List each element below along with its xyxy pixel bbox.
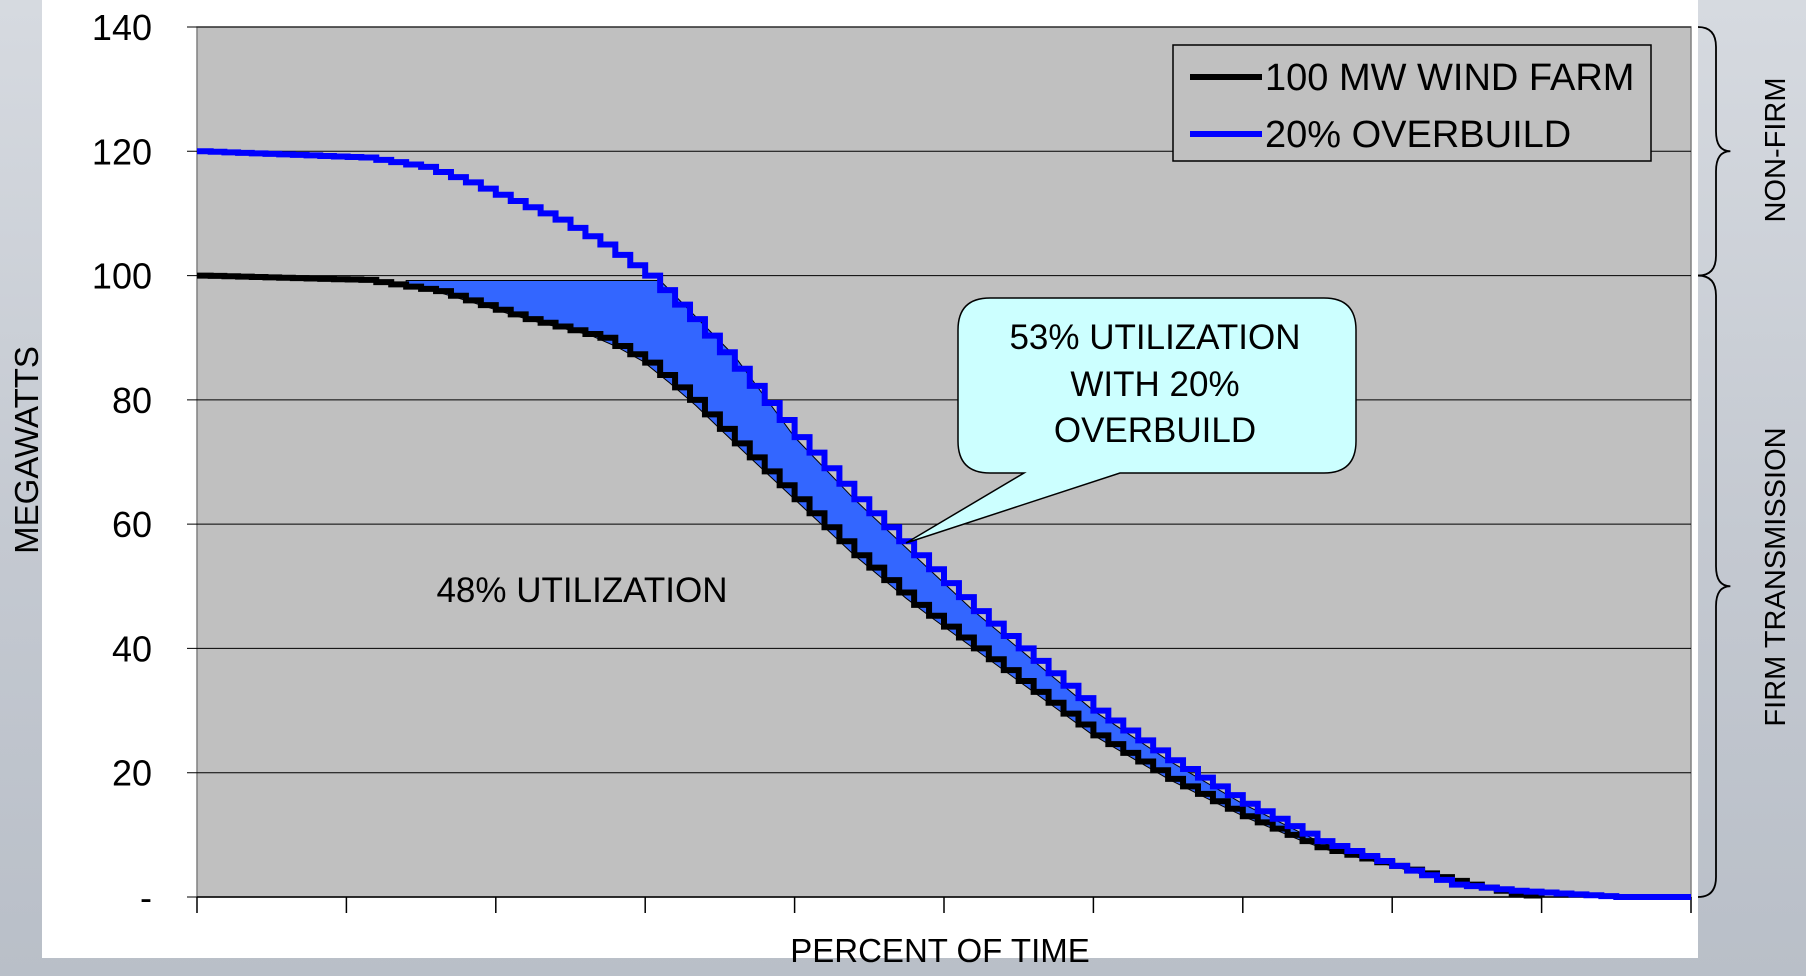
y-tick-label: 120 [92,131,152,172]
firm-transmission-label: FIRM TRANSMISSION [1760,427,1792,726]
series-100mw-wind-farm-line [197,272,1545,899]
x-axis-ticks [196,896,1692,913]
firm-transmission-bracket [1697,274,1731,898]
y-tick-label: 60 [112,504,152,545]
y-tick-label: 80 [112,380,152,421]
non-firm-label: NON-FIRM [1760,78,1792,223]
y-tick-label: 20 [112,753,152,794]
legend: 100 MW WIND FARM 20% OVERBUILD [1172,44,1652,162]
callout-line-2: WITH 20% [1070,365,1239,404]
non-firm-bracket [1697,26,1731,277]
series-20pct-overbuild-line [197,148,1691,900]
y-tick-label: - [140,877,152,918]
legend-box [1172,44,1652,162]
legend-label-100mw-wind-farm: 100 MW WIND FARM [1265,57,1634,99]
callout-line-1: 53% UTILIZATION [1009,318,1300,357]
x-axis-title: PERCENT OF TIME [790,932,1089,969]
y-tick-label: 140 [92,7,152,48]
legend-label-20pct-overbuild: 20% OVERBUILD [1265,114,1571,156]
utilization-callout-bubble [905,297,1357,544]
callout-line-3: OVERBUILD [1054,411,1256,450]
y-axis-title: MEGAWATTS [8,346,45,554]
y-axis-tick-labels: - 20 40 60 80 100 120 140 [92,7,152,918]
region-label-48pct: 48% UTILIZATION [436,571,727,610]
y-tick-label: 40 [112,628,152,669]
y-tick-label: 100 [92,256,152,297]
